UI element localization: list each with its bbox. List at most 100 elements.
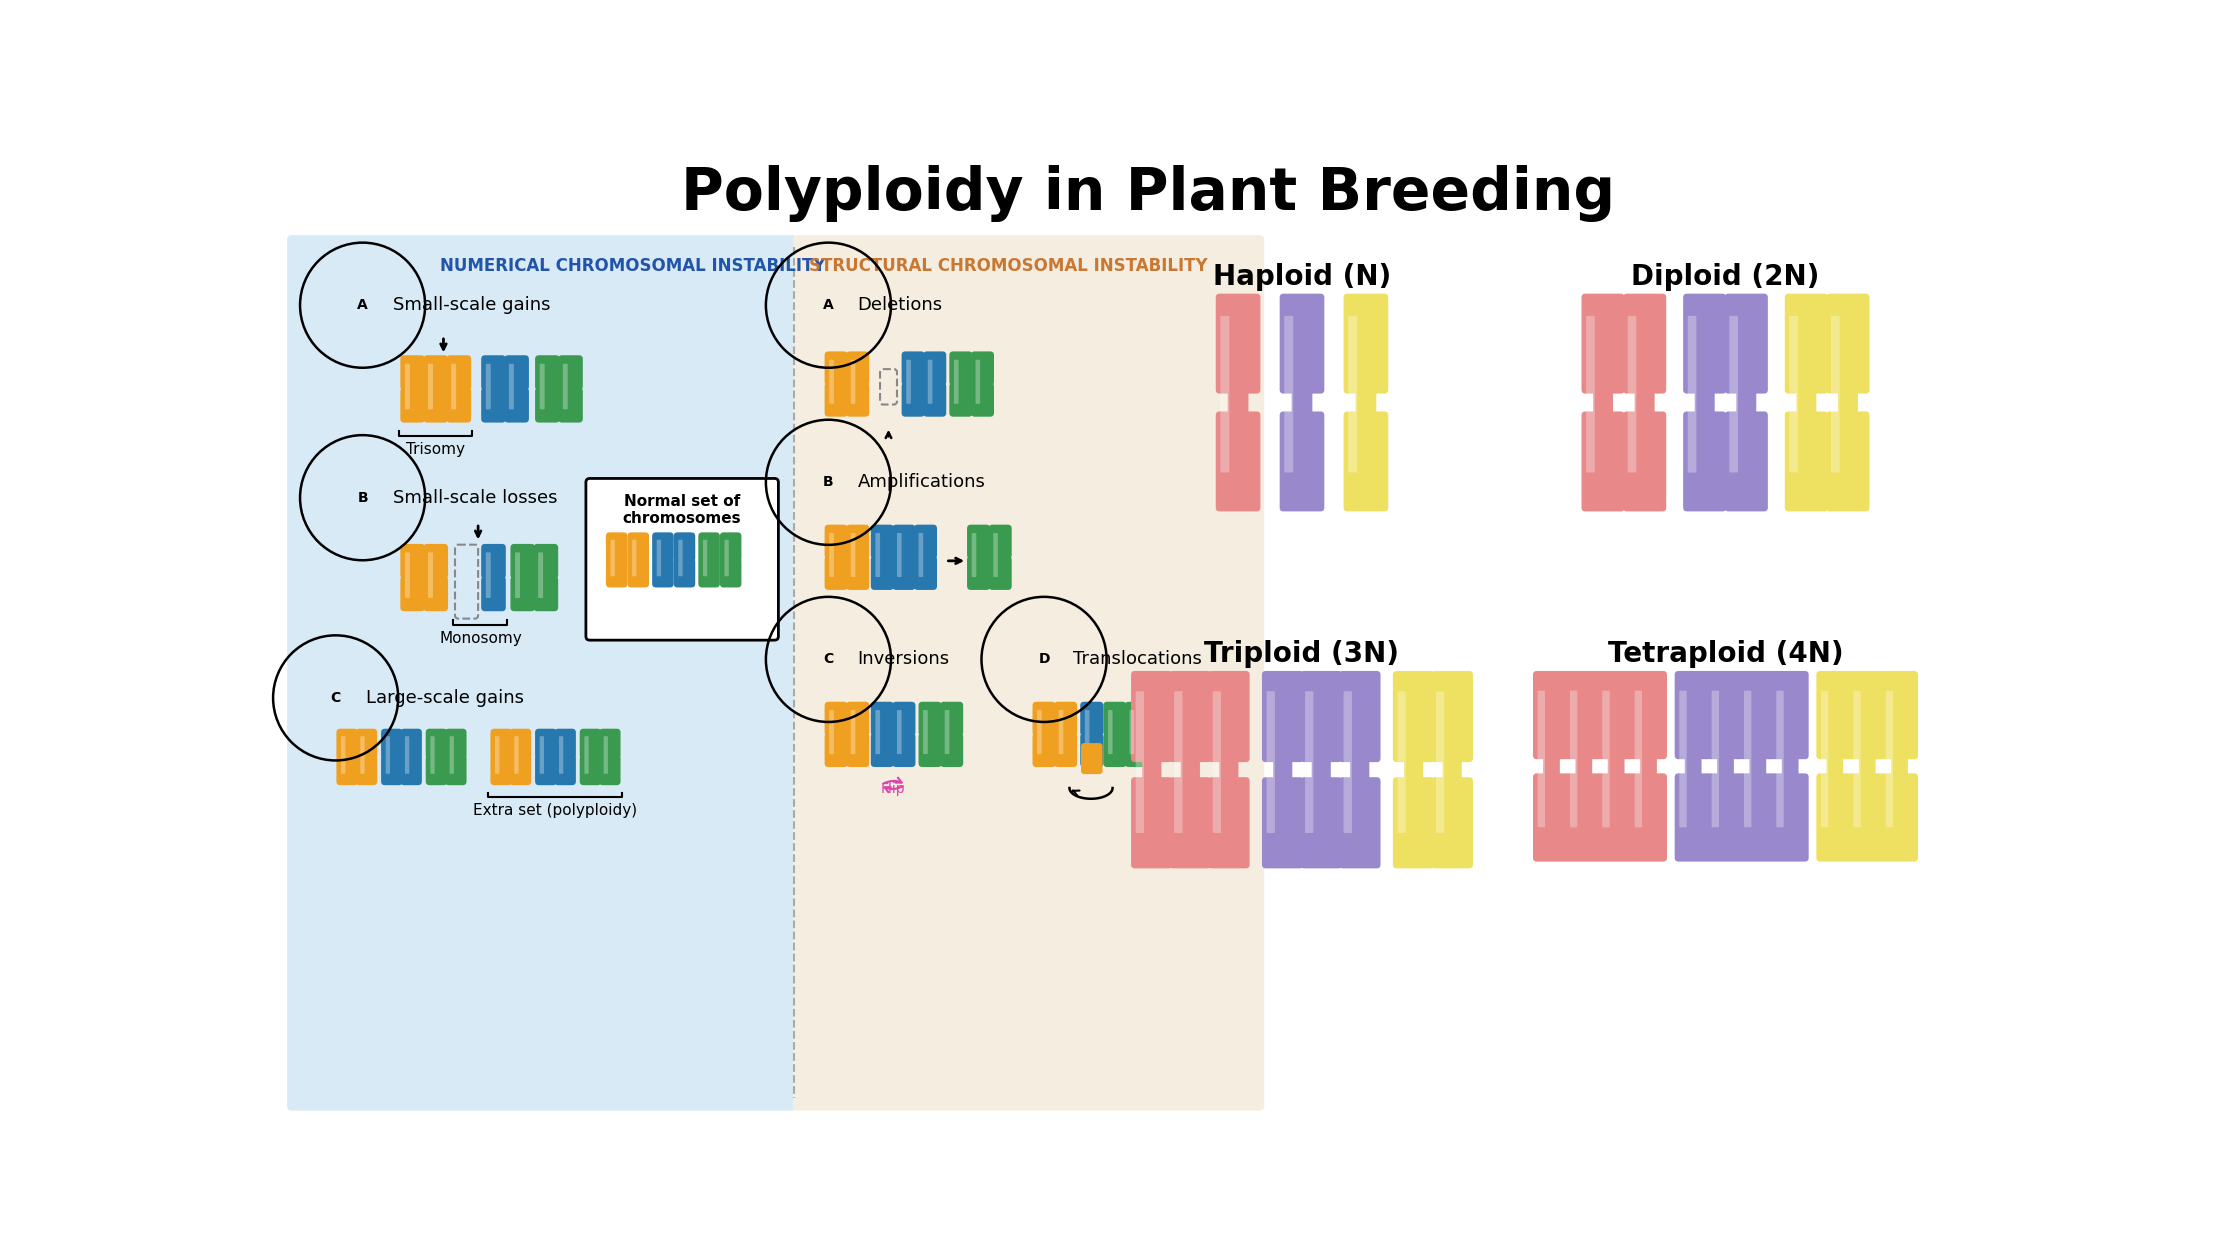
FancyBboxPatch shape xyxy=(1772,670,1808,760)
FancyBboxPatch shape xyxy=(907,359,912,403)
FancyBboxPatch shape xyxy=(1109,711,1113,755)
Text: NUMERICAL CHROMOSOMAL INSTABILITY: NUMERICAL CHROMOSOMAL INSTABILITY xyxy=(439,257,824,276)
FancyBboxPatch shape xyxy=(1687,316,1696,472)
FancyBboxPatch shape xyxy=(1216,294,1261,393)
Text: B: B xyxy=(822,475,833,489)
FancyBboxPatch shape xyxy=(1817,774,1852,862)
FancyBboxPatch shape xyxy=(1431,777,1474,868)
FancyBboxPatch shape xyxy=(491,728,513,759)
FancyBboxPatch shape xyxy=(564,384,576,393)
FancyBboxPatch shape xyxy=(1839,387,1857,417)
FancyBboxPatch shape xyxy=(968,524,990,558)
FancyBboxPatch shape xyxy=(703,539,708,576)
FancyBboxPatch shape xyxy=(1635,387,1655,417)
FancyBboxPatch shape xyxy=(558,388,582,422)
FancyBboxPatch shape xyxy=(1676,670,1711,760)
FancyBboxPatch shape xyxy=(1313,756,1331,784)
FancyBboxPatch shape xyxy=(1785,294,1828,393)
FancyBboxPatch shape xyxy=(652,558,674,587)
FancyBboxPatch shape xyxy=(430,736,435,774)
FancyBboxPatch shape xyxy=(974,553,983,562)
FancyBboxPatch shape xyxy=(1344,692,1353,833)
FancyBboxPatch shape xyxy=(970,383,995,417)
FancyBboxPatch shape xyxy=(1039,730,1048,740)
FancyBboxPatch shape xyxy=(627,558,650,587)
FancyBboxPatch shape xyxy=(580,755,600,785)
FancyBboxPatch shape xyxy=(876,533,880,577)
FancyBboxPatch shape xyxy=(793,236,1263,1110)
FancyBboxPatch shape xyxy=(408,384,419,393)
FancyBboxPatch shape xyxy=(1624,412,1667,512)
FancyBboxPatch shape xyxy=(1631,774,1667,862)
FancyBboxPatch shape xyxy=(923,711,927,755)
FancyBboxPatch shape xyxy=(871,702,894,736)
FancyBboxPatch shape xyxy=(1597,670,1635,760)
FancyBboxPatch shape xyxy=(511,576,535,611)
FancyBboxPatch shape xyxy=(847,352,869,386)
FancyBboxPatch shape xyxy=(1852,690,1861,828)
FancyBboxPatch shape xyxy=(1228,387,1248,417)
FancyBboxPatch shape xyxy=(1848,774,1886,862)
FancyBboxPatch shape xyxy=(533,576,558,611)
FancyBboxPatch shape xyxy=(977,379,988,389)
FancyBboxPatch shape xyxy=(892,733,916,767)
FancyBboxPatch shape xyxy=(1169,777,1212,868)
FancyBboxPatch shape xyxy=(430,573,441,582)
FancyBboxPatch shape xyxy=(627,532,650,562)
Text: STRUCTURAL CHROMOSOMAL INSTABILITY: STRUCTURAL CHROMOSOMAL INSTABILITY xyxy=(809,257,1207,276)
FancyBboxPatch shape xyxy=(511,384,522,393)
FancyBboxPatch shape xyxy=(401,388,426,422)
FancyBboxPatch shape xyxy=(1570,690,1577,828)
FancyBboxPatch shape xyxy=(847,702,869,736)
FancyBboxPatch shape xyxy=(542,384,553,393)
Text: C: C xyxy=(332,690,340,704)
FancyBboxPatch shape xyxy=(423,576,448,611)
FancyBboxPatch shape xyxy=(535,388,560,422)
FancyBboxPatch shape xyxy=(1301,670,1342,762)
FancyBboxPatch shape xyxy=(1848,670,1886,760)
FancyBboxPatch shape xyxy=(853,553,862,562)
FancyBboxPatch shape xyxy=(829,533,833,577)
FancyBboxPatch shape xyxy=(511,728,531,759)
FancyBboxPatch shape xyxy=(892,702,916,736)
FancyBboxPatch shape xyxy=(898,730,909,740)
FancyBboxPatch shape xyxy=(1532,670,1570,760)
FancyBboxPatch shape xyxy=(515,736,520,774)
FancyBboxPatch shape xyxy=(605,752,614,761)
FancyBboxPatch shape xyxy=(1532,774,1570,862)
FancyBboxPatch shape xyxy=(336,728,358,759)
FancyBboxPatch shape xyxy=(1682,412,1727,512)
FancyBboxPatch shape xyxy=(699,532,719,562)
FancyBboxPatch shape xyxy=(1111,730,1120,740)
FancyBboxPatch shape xyxy=(1301,777,1342,868)
FancyBboxPatch shape xyxy=(361,736,365,774)
FancyBboxPatch shape xyxy=(540,736,544,774)
FancyBboxPatch shape xyxy=(954,359,959,403)
FancyBboxPatch shape xyxy=(450,736,455,774)
FancyBboxPatch shape xyxy=(1830,316,1839,472)
FancyBboxPatch shape xyxy=(847,556,869,590)
FancyBboxPatch shape xyxy=(1207,670,1250,762)
FancyBboxPatch shape xyxy=(681,556,690,564)
FancyBboxPatch shape xyxy=(659,556,668,564)
Text: Haploid (N): Haploid (N) xyxy=(1212,263,1391,291)
FancyBboxPatch shape xyxy=(988,556,1012,590)
FancyBboxPatch shape xyxy=(1212,692,1221,833)
Text: A: A xyxy=(822,299,833,312)
FancyBboxPatch shape xyxy=(1180,756,1201,784)
FancyBboxPatch shape xyxy=(992,533,997,577)
FancyBboxPatch shape xyxy=(923,352,945,386)
FancyBboxPatch shape xyxy=(851,359,856,403)
FancyBboxPatch shape xyxy=(1142,756,1160,784)
FancyBboxPatch shape xyxy=(408,573,419,582)
FancyBboxPatch shape xyxy=(1055,702,1077,736)
FancyBboxPatch shape xyxy=(1284,316,1292,472)
FancyBboxPatch shape xyxy=(1593,387,1613,417)
FancyBboxPatch shape xyxy=(388,752,396,761)
FancyBboxPatch shape xyxy=(426,728,448,759)
FancyBboxPatch shape xyxy=(921,553,930,562)
FancyBboxPatch shape xyxy=(871,524,894,558)
FancyBboxPatch shape xyxy=(515,752,524,761)
FancyBboxPatch shape xyxy=(1080,733,1104,767)
FancyBboxPatch shape xyxy=(401,544,426,578)
